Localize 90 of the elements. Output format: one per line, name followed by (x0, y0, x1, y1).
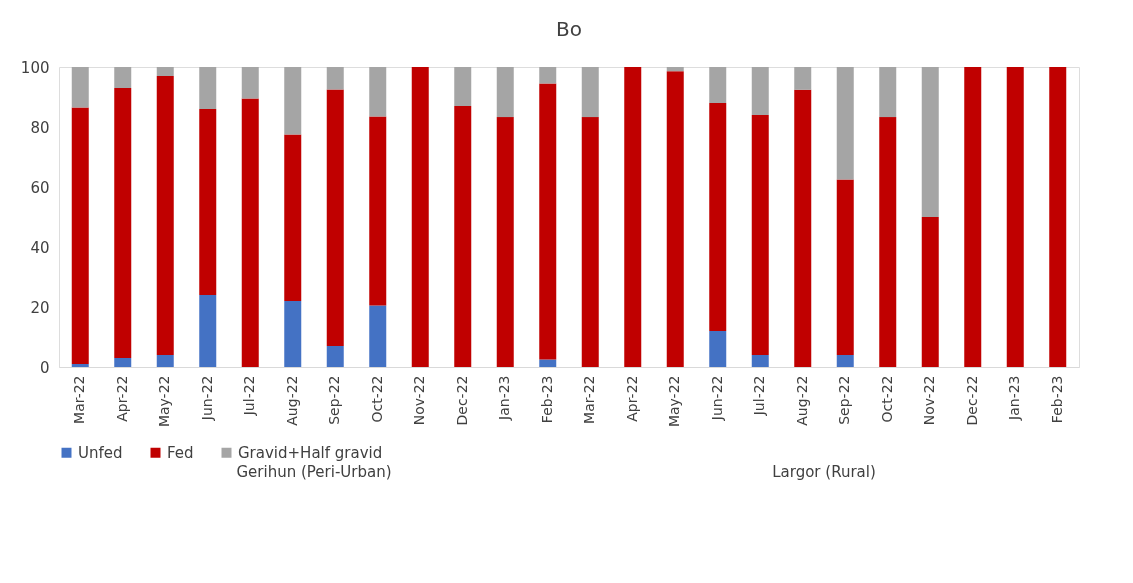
bar (751, 355, 769, 367)
x-tick-label: Mar-22 (581, 375, 598, 424)
bar (836, 67, 854, 180)
bar (71, 67, 89, 108)
x-tick-label: Apr-22 (623, 375, 640, 422)
x-tick-label: May-22 (666, 375, 683, 428)
legend-label: Gravid+Half gravid (238, 443, 383, 462)
bar (836, 179, 854, 355)
y-tick-label: 60 (30, 178, 50, 197)
bar (369, 116, 387, 306)
bar (199, 295, 217, 367)
bar (326, 89, 344, 346)
bar (199, 67, 217, 109)
bar (454, 106, 472, 367)
x-tick-label: Sep-22 (836, 375, 853, 425)
bar (496, 67, 514, 118)
bar (709, 103, 727, 331)
bar (794, 67, 812, 90)
bar (156, 67, 174, 76)
chart-title: Bo (556, 17, 582, 41)
bar (1049, 67, 1067, 367)
y-tick-label: 0 (39, 358, 50, 377)
bar (411, 67, 429, 367)
x-tick-label: Aug-22 (283, 375, 300, 426)
bar (581, 117, 599, 367)
x-tick-label: Oct-22 (878, 375, 895, 423)
x-tick-label: Jul-22 (241, 375, 258, 417)
x-tick-label: Dec-22 (453, 375, 470, 426)
bar (241, 67, 259, 99)
bar (1006, 67, 1024, 367)
text: Gerihun (Peri-Urban) (236, 463, 392, 481)
x-tick-label: Feb-23 (1048, 375, 1065, 424)
bar (836, 355, 854, 367)
bar (921, 67, 939, 217)
bar (496, 117, 514, 367)
bar (114, 88, 132, 358)
bar (156, 355, 174, 367)
bar (879, 117, 897, 367)
bar (369, 305, 387, 367)
bar (114, 67, 132, 88)
bar (539, 67, 557, 84)
bar (326, 346, 344, 367)
bar (581, 67, 599, 118)
x-tick-label: Aug-22 (793, 375, 810, 426)
x-tick-label: May-22 (156, 375, 173, 428)
legend-label: Fed (167, 443, 194, 462)
y-tick-label: 100 (20, 58, 50, 77)
y-tick-label: 80 (30, 118, 50, 137)
bar (284, 67, 302, 135)
x-tick-label: Jun-22 (198, 375, 215, 422)
x-tick-label: Oct-22 (368, 375, 385, 423)
text: Largor (Rural) (772, 463, 876, 481)
bar (71, 364, 89, 367)
bar (284, 134, 302, 301)
bar (751, 67, 769, 115)
bar (156, 76, 174, 355)
bar (709, 331, 727, 367)
bar (666, 67, 684, 72)
bar (921, 217, 939, 367)
bar (539, 359, 557, 367)
x-tick-label: Mar-22 (71, 375, 88, 424)
bar (964, 67, 982, 367)
x-tick-label: Jan-23 (496, 375, 513, 421)
x-tick-label: Nov-22 (921, 375, 938, 426)
bar (624, 67, 642, 367)
bar (284, 301, 302, 367)
bar (454, 67, 472, 106)
bar (369, 67, 387, 117)
bar (794, 89, 812, 367)
bar (539, 83, 557, 360)
y-tick-label: 20 (30, 298, 50, 317)
bar (751, 115, 769, 355)
bar (709, 67, 727, 103)
x-tick-label: Feb-23 (538, 375, 555, 424)
x-tick-label: Nov-22 (411, 375, 428, 426)
y-tick-label: 40 (30, 238, 50, 257)
x-tick-label: Jun-22 (708, 375, 725, 422)
x-tick-label: Dec-22 (963, 375, 980, 426)
legend-label: Unfed (78, 443, 123, 462)
bar (71, 107, 89, 364)
x-tick-label: Sep-22 (326, 375, 343, 425)
bar (879, 67, 897, 118)
x-tick-label: Apr-22 (113, 375, 130, 422)
bar (326, 67, 344, 90)
bar (199, 109, 217, 295)
bar (241, 98, 259, 367)
bar (114, 358, 132, 367)
x-tick-label: Jan-23 (1006, 375, 1023, 421)
x-tick-label: Jul-22 (751, 375, 768, 417)
bar (666, 71, 684, 367)
